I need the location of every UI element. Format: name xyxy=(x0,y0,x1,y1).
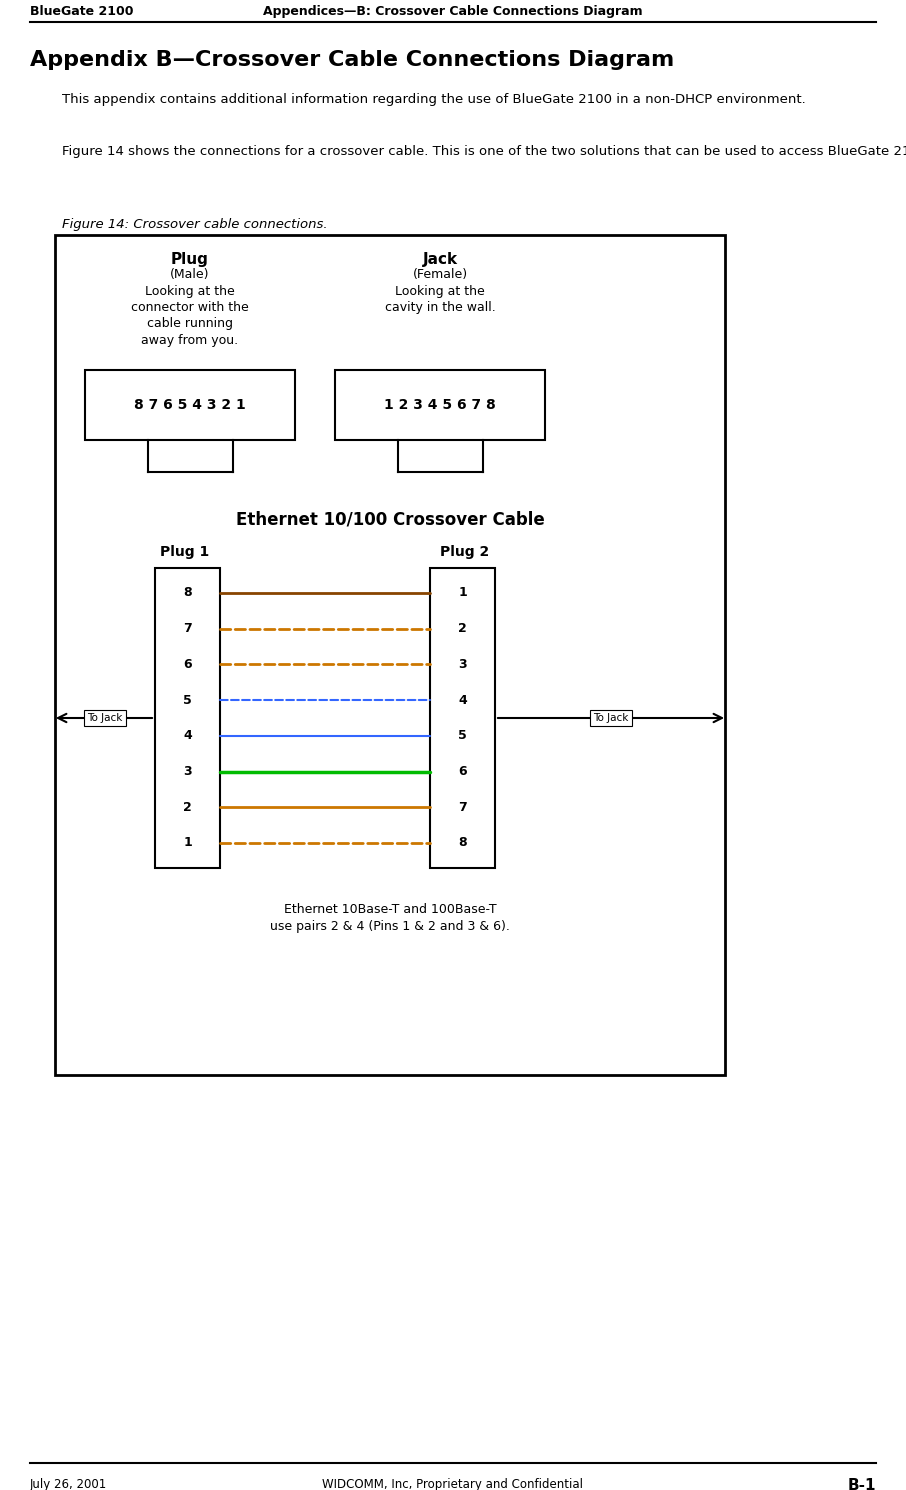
Text: 8: 8 xyxy=(183,587,192,599)
Text: B-1: B-1 xyxy=(847,1478,876,1490)
Text: 3: 3 xyxy=(458,659,467,670)
Text: 6: 6 xyxy=(458,764,467,778)
Text: 7: 7 xyxy=(183,623,192,635)
Text: 3: 3 xyxy=(183,764,192,778)
Text: Appendices—B: Crossover Cable Connections Diagram: Appendices—B: Crossover Cable Connection… xyxy=(263,4,643,18)
Text: Figure 14 shows the connections for a crossover cable. This is one of the two so: Figure 14 shows the connections for a cr… xyxy=(62,145,906,158)
Text: 6: 6 xyxy=(183,659,192,670)
Text: Plug 1: Plug 1 xyxy=(160,545,209,559)
Text: 5: 5 xyxy=(183,694,192,706)
Text: Plug: Plug xyxy=(171,252,209,267)
Text: BlueGate 2100: BlueGate 2100 xyxy=(30,4,133,18)
Text: (Male)
Looking at the
connector with the
cable running
away from you.: (Male) Looking at the connector with the… xyxy=(131,268,249,347)
Text: 2: 2 xyxy=(458,623,467,635)
Text: Appendix B—Crossover Cable Connections Diagram: Appendix B—Crossover Cable Connections D… xyxy=(30,51,674,70)
Text: To Jack: To Jack xyxy=(593,714,629,723)
Text: WIDCOMM, Inc, Proprietary and Confidential: WIDCOMM, Inc, Proprietary and Confidenti… xyxy=(323,1478,583,1490)
Bar xyxy=(155,568,220,869)
Text: 8: 8 xyxy=(458,836,467,849)
Text: To Jack: To Jack xyxy=(87,714,122,723)
Text: Ethernet 10/100 Crossover Cable: Ethernet 10/100 Crossover Cable xyxy=(236,510,545,527)
Text: This appendix contains additional information regarding the use of BlueGate 2100: This appendix contains additional inform… xyxy=(62,92,805,106)
Bar xyxy=(85,370,295,440)
Text: 4: 4 xyxy=(458,694,467,706)
Text: July 26, 2001: July 26, 2001 xyxy=(30,1478,107,1490)
Text: 7: 7 xyxy=(458,800,467,814)
Text: Figure 14: Crossover cable connections.: Figure 14: Crossover cable connections. xyxy=(62,218,328,231)
Text: 8 7 6 5 4 3 2 1: 8 7 6 5 4 3 2 1 xyxy=(134,398,246,413)
Text: Jack: Jack xyxy=(422,252,458,267)
Bar xyxy=(335,370,545,440)
Text: 1: 1 xyxy=(183,836,192,849)
Text: Plug 2: Plug 2 xyxy=(440,545,489,559)
Text: 1 2 3 4 5 6 7 8: 1 2 3 4 5 6 7 8 xyxy=(384,398,496,413)
Text: 4: 4 xyxy=(183,730,192,742)
Text: 2: 2 xyxy=(183,800,192,814)
Text: (Female)
Looking at the
cavity in the wall.: (Female) Looking at the cavity in the wa… xyxy=(385,268,496,314)
Bar xyxy=(430,568,495,869)
Text: 1: 1 xyxy=(458,587,467,599)
Bar xyxy=(55,235,725,1074)
Text: Ethernet 10Base-T and 100Base-T
use pairs 2 & 4 (Pins 1 & 2 and 3 & 6).: Ethernet 10Base-T and 100Base-T use pair… xyxy=(270,903,510,933)
Text: 5: 5 xyxy=(458,730,467,742)
